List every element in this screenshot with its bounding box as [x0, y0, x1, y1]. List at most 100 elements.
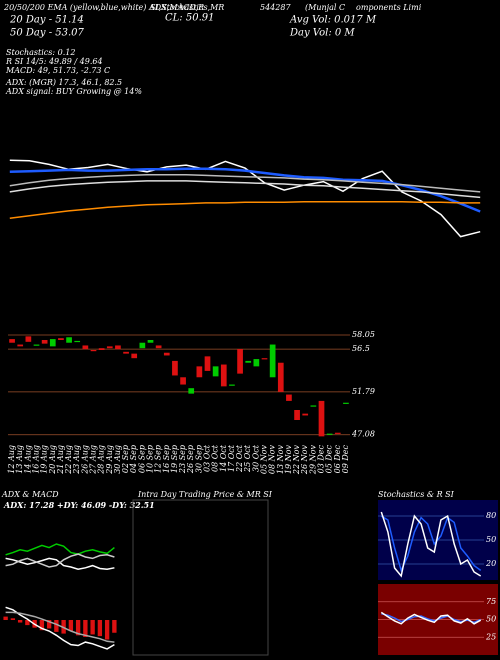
candle-body	[326, 433, 333, 435]
series-line	[5, 553, 115, 568]
candle-body	[261, 358, 268, 360]
x-tick-label: 05 Nov	[260, 445, 269, 475]
histogram-bar	[104, 620, 110, 640]
candle-body	[180, 377, 186, 385]
candle-body	[212, 366, 219, 377]
x-tick-label: 22 Aug	[64, 445, 73, 475]
x-tick-label: 26 Sep	[186, 445, 195, 474]
x-tick-label: 06 Sep	[137, 445, 146, 473]
header-text: Day Vol: 0 M	[289, 28, 355, 39]
histogram-bar	[75, 620, 81, 636]
candle-body	[188, 388, 195, 394]
x-tick-label: 12 Aug	[7, 445, 16, 474]
header-text: ADX signal: BUY Growing @ 14%	[5, 87, 142, 96]
series-line	[5, 606, 115, 650]
x-tick-label: 23 Aug	[72, 445, 81, 475]
x-tick-label: 30 Aug	[113, 445, 122, 474]
series-line	[380, 515, 482, 573]
y-tick-label: 50	[486, 535, 496, 544]
candle-body	[82, 345, 89, 350]
x-tick-label: 17 Oct	[227, 444, 236, 472]
candle-body	[17, 344, 24, 347]
candle-body	[147, 340, 154, 343]
histogram-bar	[97, 620, 103, 637]
x-tick-label: 30 Sep	[194, 445, 203, 473]
x-tick-label: 02 Sep	[121, 445, 130, 473]
panel-subtitle: ADX: 17.28 +DY: 46.09 -DY: 32.51	[3, 500, 155, 510]
header-text: 544287	[260, 3, 291, 12]
y-tick-label: 80	[486, 511, 496, 520]
x-tick-label: 25 Oct	[243, 444, 252, 473]
candle-body	[220, 364, 227, 387]
candle-body	[163, 352, 170, 356]
histogram-bar	[3, 616, 8, 620]
x-tick-label: 05 Dec	[325, 444, 334, 473]
panel-title: Intra Day Trading Price & MR SI	[137, 490, 273, 499]
candle-body	[253, 359, 260, 367]
histogram-bar	[54, 620, 59, 632]
candle-body	[139, 342, 146, 349]
candle-body	[106, 346, 113, 349]
candle-body	[269, 344, 276, 378]
series-line	[380, 511, 482, 578]
x-tick-label: 30 Oct	[251, 444, 260, 472]
candle-body	[286, 394, 292, 401]
header-text: SI,Stochastics,MR	[150, 3, 224, 12]
candle-body	[237, 349, 243, 374]
panel-title: ADX & MACD	[1, 490, 59, 499]
candle-body	[58, 338, 64, 340]
panel-title: Stochastics & R SI	[378, 490, 455, 499]
x-tick-label: 06 Dec	[333, 444, 342, 473]
x-tick-label: 03 Dec	[317, 444, 326, 473]
candle-body	[318, 400, 325, 437]
histogram-bar	[83, 620, 88, 637]
candle-body	[172, 360, 178, 376]
x-tick-label: 09 Dec	[341, 444, 350, 473]
candle-body	[302, 413, 309, 416]
candle-body	[131, 353, 138, 359]
histogram-bar	[17, 620, 23, 623]
candle-body	[98, 348, 105, 350]
candle-body	[90, 350, 97, 352]
header-text: R SI 14/5: 49.89 / 49.64	[5, 57, 103, 66]
x-tick-label: 22 Nov	[292, 445, 301, 476]
x-tick-label: 26 Aug	[80, 445, 89, 475]
candle-body	[294, 410, 300, 420]
series-line	[5, 611, 115, 643]
x-tick-label: 13 Nov	[276, 445, 285, 475]
x-tick-label: 19 Nov	[284, 445, 293, 475]
header-text: Avg Vol: 0.017 M	[289, 15, 377, 26]
candle-body	[245, 360, 252, 363]
series-line	[9, 200, 481, 219]
x-tick-label: 10 Sep	[146, 445, 155, 473]
histogram-bar	[25, 620, 30, 626]
x-tick-label: 28 Aug	[97, 445, 106, 475]
x-tick-label: 03 Oct	[203, 444, 212, 472]
x-tick-label: 04 Sep	[129, 445, 138, 473]
x-tick-label: 19 Sep	[170, 445, 179, 473]
candle-body	[229, 384, 235, 386]
y-tick-label: 47.08	[351, 430, 375, 439]
x-tick-label: 22 Oct	[235, 444, 244, 473]
header-text: MACD: 49, 51.73, -2.73 C	[5, 66, 110, 75]
x-tick-label: 12 Sep	[154, 445, 163, 473]
candle-body	[9, 339, 15, 343]
series-line	[380, 611, 482, 625]
x-tick-label: 27 Aug	[89, 445, 98, 475]
x-tick-label: 19 Aug	[40, 445, 49, 474]
x-tick-label: 08 Oct	[211, 444, 220, 472]
y-tick-label: 20	[485, 559, 496, 568]
candle-body	[204, 356, 211, 371]
histogram-bar	[68, 620, 74, 632]
panel-frame	[132, 499, 269, 656]
header-text: omponents Limi	[356, 3, 422, 12]
x-tick-label: 21 Aug	[56, 445, 65, 475]
candle-body	[49, 339, 56, 347]
candle-body	[25, 336, 32, 342]
x-tick-label: 13 Aug	[15, 445, 24, 474]
x-tick-label: 16 Aug	[32, 445, 41, 474]
candle-body	[310, 405, 317, 407]
histogram-bar	[46, 620, 52, 629]
candle-body	[277, 362, 284, 392]
header-text: 50 Day - 53.07	[10, 28, 85, 39]
